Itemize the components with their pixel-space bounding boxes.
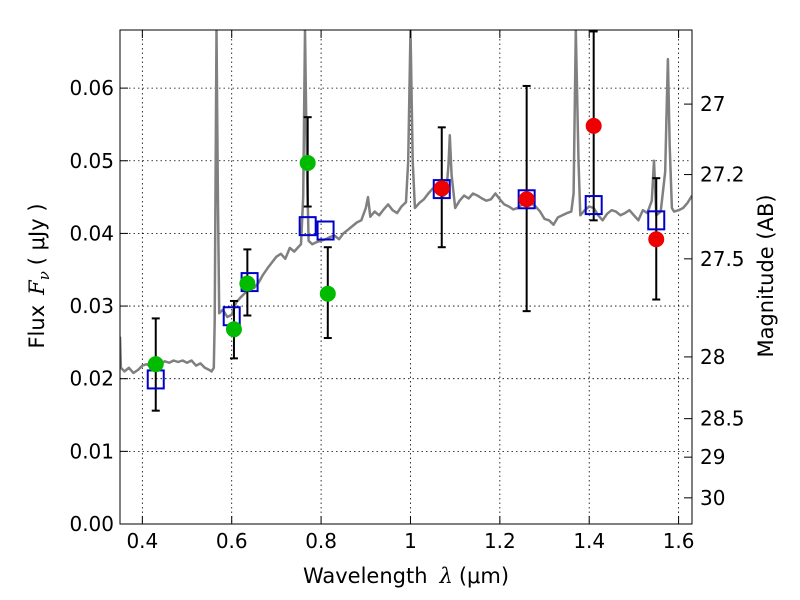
- y2-tick-label: 30: [700, 486, 725, 510]
- y-tick-label: 0.04: [69, 221, 114, 245]
- y2-tick-label: 28.5: [700, 407, 745, 431]
- y-tick-label: 0.03: [69, 294, 114, 318]
- y-tick-label: 0.01: [69, 439, 114, 463]
- y2-tick-label: 27.2: [700, 163, 745, 187]
- y-tick-label: 0.06: [69, 76, 114, 100]
- y2-tick-label: 28: [700, 345, 725, 369]
- observed_green-marker: [225, 321, 242, 338]
- x-tick-label: 0.6: [216, 529, 248, 553]
- plot-frame: [119, 29, 693, 525]
- observed-photometry-layer: [147, 117, 665, 373]
- x-tick-label: 1.2: [484, 529, 516, 553]
- model-square-marker: [647, 210, 666, 231]
- axis-ticks: [120, 30, 692, 525]
- observed_red-marker: [518, 191, 535, 208]
- spectrum-layer: [120, 30, 692, 375]
- observed_red-marker: [648, 231, 665, 248]
- y-tick-label: 0.02: [69, 367, 114, 391]
- observed_green-marker: [239, 275, 256, 292]
- y2-tick-labels: 27 27.2 27.5 28 28.5 29 30: [700, 92, 745, 510]
- x-tick-labels: 0.4 0.6 0.8 1 1.2 1.4 1.6: [126, 529, 694, 553]
- y-tick-labels: 0.00 0.01 0.02 0.03 0.04 0.05 0.06: [69, 76, 114, 536]
- observed_green-marker: [319, 285, 336, 302]
- spectrum-line: [120, 30, 692, 375]
- model-square-marker: [432, 179, 451, 200]
- x-tick-label: 1: [404, 529, 417, 553]
- y-tick-label: 0.05: [69, 149, 114, 173]
- y2-axis-label: Magnitude (AB): [754, 194, 778, 357]
- x-tick-label: 1.4: [573, 529, 605, 553]
- x-tick-label: 0.4: [126, 529, 158, 553]
- y2-tick-label: 27: [700, 92, 725, 116]
- model-photometry-layer: [146, 179, 666, 390]
- y-axis-label: FluxFν( μJy ): [25, 203, 53, 348]
- model-square-marker: [316, 220, 335, 241]
- observed_green-marker: [147, 356, 164, 373]
- x-tick-label: 1.6: [663, 529, 695, 553]
- grid-lines: [120, 30, 692, 525]
- observed_red-marker: [433, 180, 450, 197]
- model-square-marker: [298, 216, 317, 237]
- y-tick-label: 0.00: [69, 512, 114, 536]
- y2-tick-label: 29: [700, 445, 725, 469]
- observed_red-marker: [585, 117, 602, 134]
- observed_green-marker: [299, 154, 316, 171]
- x-tick-label: 0.8: [305, 529, 337, 553]
- y2-tick-label: 27.5: [700, 247, 745, 271]
- x-axis-label: Wavelength λ (μm): [303, 564, 509, 588]
- model-square-marker: [584, 195, 603, 216]
